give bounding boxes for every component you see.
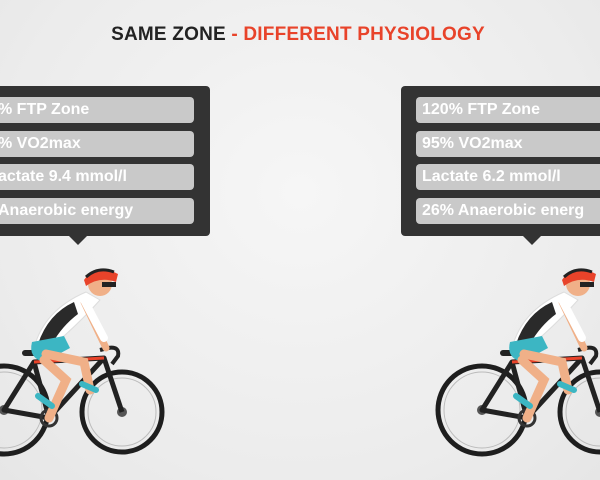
stat-row: % FTP Zone bbox=[0, 97, 194, 123]
stat-row: Lactate 6.2 mmol/l bbox=[416, 164, 600, 190]
title-accent: - DIFFERENT PHYSIOLOGY bbox=[231, 24, 485, 45]
stat-row: % VO2max bbox=[0, 130, 194, 157]
stats-panel: 120% FTP Zone 95% VO2max Lactate 6.2 mmol/… bbox=[401, 86, 600, 245]
pointer bbox=[69, 236, 87, 245]
cyclist bbox=[0, 269, 162, 454]
cyclist bbox=[438, 269, 600, 454]
stats-panel: % FTP Zone % VO2max actate 9.4 mmol/l Anaer… bbox=[0, 86, 210, 245]
stat-row: 120% FTP Zone bbox=[416, 97, 600, 123]
pointer bbox=[523, 236, 541, 245]
title: SAME ZONE - DIFFERENT PHYSIOLOGY bbox=[0, 24, 596, 46]
stat-row: 26% Anaerobic energ bbox=[416, 197, 600, 224]
title-main: SAME ZONE bbox=[111, 24, 226, 45]
stat-row: Anaerobic energy bbox=[0, 197, 194, 224]
stat-row: actate 9.4 mmol/l bbox=[0, 164, 194, 190]
stat-row: 95% VO2max bbox=[416, 130, 600, 157]
